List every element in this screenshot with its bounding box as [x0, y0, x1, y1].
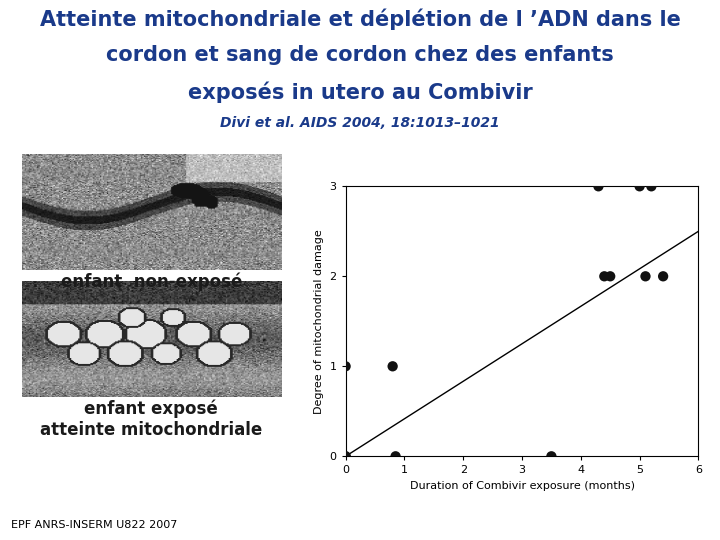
Point	[340, 452, 351, 461]
Point	[657, 272, 669, 281]
Point	[390, 452, 401, 461]
Point	[639, 272, 651, 281]
Text: enfant  non-exposé: enfant non-exposé	[60, 273, 242, 291]
Point	[634, 182, 645, 191]
Point	[598, 272, 610, 281]
Point	[646, 182, 657, 191]
Text: EPF ANRS-INSERM U822 2007: EPF ANRS-INSERM U822 2007	[11, 520, 177, 530]
Text: Divi et al. AIDS 2004, 18:1013–1021: Divi et al. AIDS 2004, 18:1013–1021	[220, 116, 500, 130]
Point	[340, 362, 351, 370]
Point	[593, 182, 604, 191]
Text: enfant exposé
atteinte mitochondriale: enfant exposé atteinte mitochondriale	[40, 400, 262, 439]
Text: cordon et sang de cordon chez des enfants: cordon et sang de cordon chez des enfant…	[106, 45, 614, 65]
Point	[387, 362, 398, 370]
Point	[340, 452, 351, 461]
Text: exposés in utero au Combivir: exposés in utero au Combivir	[188, 82, 532, 103]
Y-axis label: Degree of mitochondrial damage: Degree of mitochondrial damage	[314, 229, 324, 414]
X-axis label: Duration of Combivir exposure (months): Duration of Combivir exposure (months)	[410, 481, 634, 491]
Text: Atteinte mitochondriale et déplétion de l ’ADN dans le: Atteinte mitochondriale et déplétion de …	[40, 8, 680, 30]
Point	[604, 272, 616, 281]
Point	[546, 452, 557, 461]
